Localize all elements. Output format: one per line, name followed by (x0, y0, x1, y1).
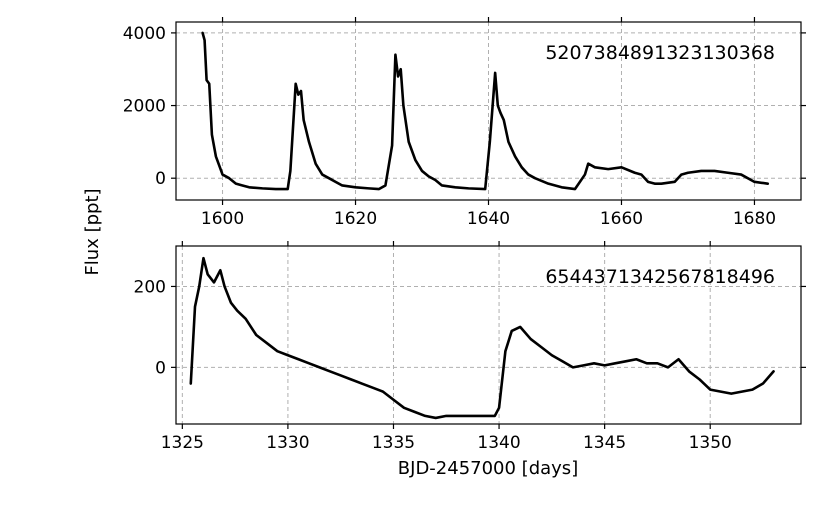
panel-2-source-id: 6544371342567818496 (545, 266, 775, 288)
panel-1-source-id: 5207384891323130368 (545, 42, 775, 64)
panel-1-x-tick-label: 1620 (334, 209, 377, 229)
panel-2-x-tick-label: 1350 (689, 433, 732, 453)
panel-1: 1600 1620 1640 1660 1680 0 2000 4000 52073848913… (123, 17, 806, 229)
panel-1-x-tick-label: 1660 (600, 209, 643, 229)
panel-2-x-tick-label: 1345 (583, 433, 626, 453)
panel-2-y-tick-label: 200 (134, 277, 166, 297)
panel-2-x-tick-label: 1325 (161, 433, 204, 453)
panel-1-y-tick-label: 4000 (123, 24, 166, 44)
panel-2-x-tick-label: 1340 (477, 433, 520, 453)
x-axis-label: BJD-2457000 [days] (398, 458, 578, 479)
panel-2-x-tick-label: 1330 (266, 433, 309, 453)
panel-2: 1325 1330 1335 1340 1345 1350 0 200 654437134256… (134, 241, 806, 453)
panel-1-x-tick-label: 1640 (467, 209, 510, 229)
panel-2-frame (175, 245, 802, 425)
panel-2-y-tick-label: 0 (155, 358, 166, 378)
panel-1-x-tick-label: 1680 (733, 209, 776, 229)
panel-2-series-line (189, 256, 775, 420)
panel-1-y-tick-label: 2000 (123, 97, 166, 117)
panel-1-y-tick-label: 0 (155, 169, 166, 189)
panel-1-x-tick-label: 1600 (201, 209, 244, 229)
panel-1-series-line (201, 31, 770, 191)
y-axis-label: Flux [ppt] (82, 188, 103, 275)
panel-2-x-tick-label: 1335 (372, 433, 415, 453)
